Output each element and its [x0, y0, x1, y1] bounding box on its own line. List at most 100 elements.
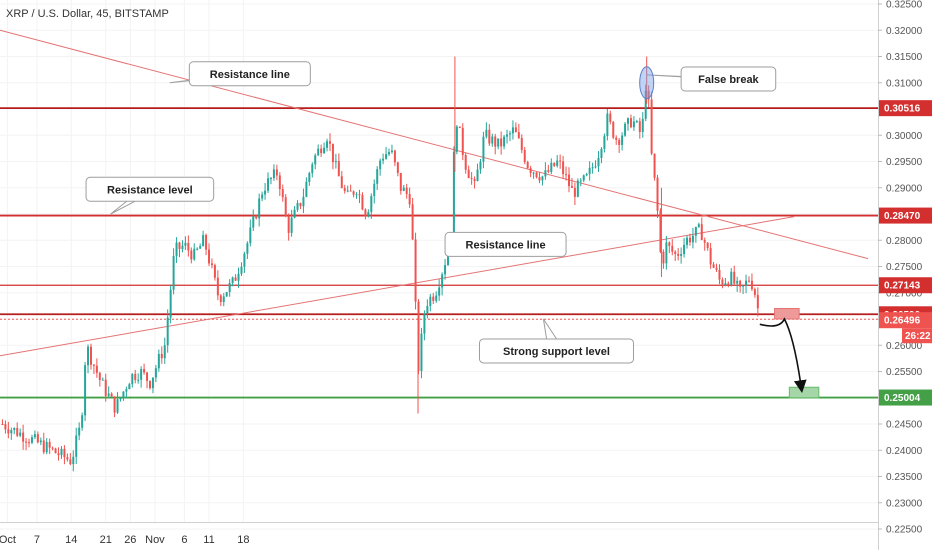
- candle-body: [28, 442, 31, 444]
- level-tag-bg: [879, 277, 932, 294]
- countdown-bg: [902, 328, 932, 344]
- candle-body: [511, 127, 514, 134]
- candle-body: [175, 242, 178, 256]
- candle-body: [562, 161, 565, 175]
- candle-body: [624, 123, 627, 136]
- candle-body: [334, 161, 337, 163]
- x-tick-label: 21: [100, 534, 112, 546]
- candle-body: [497, 138, 500, 147]
- candle-body: [582, 175, 585, 181]
- candle-body: [222, 296, 225, 302]
- candle-body: [101, 379, 104, 381]
- level-tag-bg: [879, 207, 932, 224]
- candle-body: [116, 399, 119, 413]
- candle-body: [178, 242, 181, 250]
- candle-body: [81, 415, 84, 428]
- candle-body: [671, 245, 674, 252]
- candle-body: [739, 280, 742, 287]
- candle-body: [66, 457, 69, 460]
- candle-body: [718, 269, 721, 280]
- candle-body: [45, 441, 48, 453]
- candle-body: [272, 169, 275, 179]
- green-box: [788, 386, 820, 399]
- current-price-tag-bg: [879, 312, 932, 329]
- candle-body: [491, 136, 494, 144]
- candle-body: [284, 197, 287, 217]
- candle-body: [464, 155, 467, 170]
- candle-body: [508, 133, 511, 135]
- candle-body: [293, 209, 296, 218]
- candle-body: [461, 127, 464, 156]
- candle-body: [267, 178, 270, 191]
- y-tick-label: 0.26000: [886, 341, 923, 352]
- candle-body: [187, 242, 190, 251]
- candle-body: [647, 90, 650, 100]
- y-tick-label: 0.28000: [886, 236, 923, 247]
- false-break-marker: [639, 66, 655, 100]
- candle-body: [441, 274, 444, 288]
- candle-body: [700, 224, 703, 241]
- candle-body: [355, 194, 358, 196]
- candle-body: [559, 160, 562, 162]
- x-tick-label: Nov: [145, 534, 165, 546]
- candle-body: [172, 255, 175, 290]
- candle-body: [13, 427, 16, 431]
- candle-body: [148, 380, 151, 389]
- candle-body: [455, 126, 458, 152]
- candle-body: [249, 227, 252, 244]
- trend-line-descending: [0, 29, 869, 260]
- candle-body: [396, 162, 399, 173]
- candle-body: [190, 250, 193, 260]
- candle-body: [688, 237, 691, 243]
- candle-body: [151, 377, 154, 389]
- candle-body: [733, 271, 736, 284]
- candle-body: [275, 169, 278, 176]
- candle-body: [585, 173, 588, 176]
- candle-body: [30, 437, 33, 443]
- candle-body: [228, 282, 231, 293]
- callout-resistance-line: Resistance line: [444, 231, 567, 257]
- candle-body: [296, 203, 299, 210]
- candle-body: [627, 118, 630, 124]
- callout-resistance-level: Resistance level: [85, 176, 215, 215]
- candle-body: [603, 136, 606, 149]
- candle-body: [237, 273, 240, 281]
- candle-body: [500, 138, 503, 147]
- x-tick-label: Oct: [0, 534, 16, 546]
- candle-body: [163, 345, 166, 359]
- candle-body: [745, 280, 748, 286]
- candle-body: [467, 169, 470, 178]
- candle-body: [317, 148, 320, 156]
- candle-body: [367, 211, 370, 217]
- candle-body: [343, 187, 346, 192]
- current-price-tag: 0.26496: [884, 316, 921, 327]
- candle-body: [570, 186, 573, 188]
- candle-body: [750, 280, 753, 290]
- candle-body: [674, 251, 677, 254]
- candle-body: [423, 313, 426, 334]
- candle-body: [426, 306, 429, 314]
- candle-body: [432, 296, 435, 301]
- candle-body: [444, 265, 447, 275]
- level-tag: 0.27143: [884, 281, 921, 292]
- candle-body: [677, 253, 680, 256]
- candle-body: [261, 194, 264, 199]
- candle-body: [208, 249, 211, 264]
- candle-body: [520, 138, 523, 151]
- candle-body: [721, 279, 724, 286]
- candle-body: [92, 364, 95, 366]
- candle-body: [205, 235, 208, 250]
- candle-body: [231, 277, 234, 283]
- candle-body: [683, 244, 686, 255]
- candle-body: [662, 251, 665, 264]
- candle-body: [302, 196, 305, 207]
- candle-body: [181, 245, 184, 250]
- candle-body: [703, 240, 706, 243]
- y-tick-label: 0.29000: [886, 183, 923, 194]
- candle-body: [659, 210, 662, 252]
- candle-body: [576, 180, 579, 197]
- candle-body: [311, 164, 314, 174]
- y-tick-label: 0.23000: [886, 498, 923, 509]
- candle-body: [287, 216, 290, 233]
